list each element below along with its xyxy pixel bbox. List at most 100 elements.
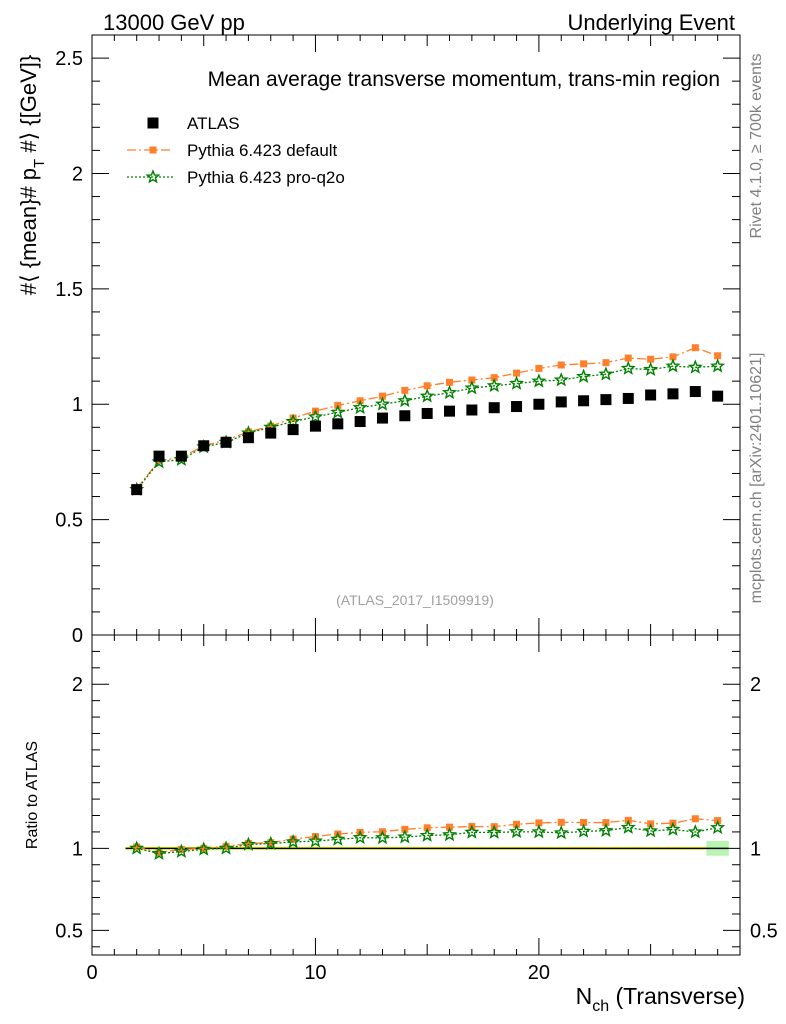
x-tick-label: 10 [304,962,326,984]
ratio-point-pythia-6-423-pro-q2o [620,819,636,834]
x-axis-label-main: N [576,983,593,1009]
data-point-atlas [645,389,657,401]
x-axis-label-sub: ch [592,998,609,1015]
data-point-atlas [242,432,254,444]
x-tick-label: 0 [86,962,97,984]
data-point-atlas [175,450,187,462]
ratio-point-pythia-6-423-pro-q2o [665,821,681,836]
ratio-point-pythia-6-423-pro-q2o [397,829,413,844]
y-tick-label: 0.5 [55,510,83,532]
ratio-point-pythia-6-423-default [557,818,565,826]
data-point-pythia-6-423-pro-q2o [441,384,458,400]
ratio-point-pythia-6-423-pro-q2o [330,831,346,846]
legend-label-atlas: ATLAS [187,114,240,133]
ratio-y-tick-label-right: 0.5 [750,920,778,942]
legend-label-pythia-6-423-pro-q2o: Pythia 6.423 pro-q2o [187,168,345,187]
ratio-point-pythia-6-423-default [535,819,543,827]
data-point-pythia-6-423-default [446,378,454,386]
ratio-point-pythia-6-423-pro-q2o [129,840,145,855]
data-point-pythia-6-423-default [669,353,677,361]
data-point-atlas [399,410,411,422]
data-point-pythia-6-423-pro-q2o [620,360,636,375]
data-point-atlas [511,401,523,413]
data-point-pythia-6-423-pro-q2o [330,404,346,419]
y-tick-label: 1 [72,394,83,416]
data-point-pythia-6-423-pro-q2o [486,377,502,393]
ratio-point-pythia-6-423-pro-q2o [531,823,547,839]
header-collision-label: 13000 GeV pp [103,10,245,35]
data-point-pythia-6-423-pro-q2o [464,380,480,395]
ratio-point-pythia-6-423-pro-q2o [352,829,368,845]
ratio-series-layer [129,815,726,861]
ratio-y-tick-label: 1 [72,838,83,860]
data-point-atlas [622,392,634,404]
legend-marker-pythia-6-423-default [149,146,157,154]
data-point-atlas [287,424,299,436]
data-point-pythia-6-423-pro-q2o [665,358,681,373]
main-axis-ticks: 0 0.5 1 1.5 2 2.5 [55,34,741,647]
ratio-point-pythia-6-423-pro-q2o [285,833,301,849]
series-line-pythia-6-423-default [136,347,718,489]
ratio-y-tick-label: 2 [72,674,83,696]
ratio-point-pythia-6-423-pro-q2o [441,826,458,842]
data-point-pythia-6-423-default [244,428,252,436]
legend-marker-atlas [147,117,159,129]
ratio-point-pythia-6-423-default [133,843,141,851]
data-point-pythia-6-423-default [468,376,476,384]
ratio-plot-frame [91,634,741,956]
data-point-atlas [488,402,500,414]
ratio-point-pythia-6-423-pro-q2o [151,845,167,861]
y-tick-label: 1.5 [55,279,83,301]
data-point-atlas [198,440,210,452]
y-tick-label: 0 [72,625,83,647]
ratio-point-pythia-6-423-pro-q2o [263,835,279,851]
rivet-version-label: Rivet 4.1.0, ≥ 700k events [748,54,765,239]
y-tick-label: 2.5 [55,48,83,70]
data-point-atlas [444,405,456,417]
y-axis-label-sub: T [31,159,48,168]
data-point-pythia-6-423-default [602,359,610,367]
x-axis-label: Nch (Transverse) [576,983,745,1015]
data-point-pythia-6-423-default [714,352,722,360]
data-point-pythia-6-423-default [557,361,565,369]
data-point-atlas [131,484,143,496]
legend-marker-pythia-6-423-pro-q2o [145,169,161,184]
ratio-point-pythia-6-423-pro-q2o [464,824,480,839]
mcplots-label: mcplots.cern.ch [arXiv:2401.10621] [748,353,765,604]
ratio-point-pythia-6-423-default [200,844,208,852]
ratio-point-pythia-6-423-pro-q2o [307,833,323,848]
y-axis-label-unit: #⟩ {[GeV]} [16,55,41,159]
data-point-pythia-6-423-default [378,392,386,400]
data-point-pythia-6-423-pro-q2o [352,399,368,415]
ratio-point-pythia-6-423-pro-q2o [240,836,256,851]
legend-label-pythia-6-423-default: Pythia 6.423 default [187,141,338,160]
data-point-atlas [712,390,724,402]
data-point-pythia-6-423-default [647,355,655,363]
data-point-atlas [153,450,165,462]
data-point-pythia-6-423-pro-q2o [643,361,659,377]
data-point-pythia-6-423-default [580,360,588,368]
y-tick-label: 2 [72,163,83,185]
data-point-pythia-6-423-pro-q2o [374,396,391,411]
ratio-point-pythia-6-423-pro-q2o [687,824,703,839]
data-point-atlas [332,418,344,430]
data-point-pythia-6-423-pro-q2o [553,372,569,387]
data-point-atlas [689,386,701,398]
data-point-pythia-6-423-default [401,386,409,394]
data-point-pythia-6-423-pro-q2o [576,368,592,383]
ratio-point-pythia-6-423-default [289,835,297,843]
data-point-pythia-6-423-default [490,374,498,382]
ratio-point-pythia-6-423-pro-q2o [218,840,234,855]
data-point-atlas [555,396,567,408]
data-point-atlas [220,436,232,448]
ratio-point-pythia-6-423-pro-q2o [173,843,189,858]
ratio-point-pythia-6-423-pro-q2o [553,824,569,840]
ratio-point-pythia-6-423-default [691,815,699,823]
data-point-atlas [309,420,321,432]
ratio-point-pythia-6-423-pro-q2o [598,822,614,838]
data-point-atlas [376,412,388,424]
data-point-atlas [600,394,612,406]
ratio-line-pythia-6-423-pro-q2o [136,826,718,855]
ratio-point-pythia-6-423-pro-q2o [710,819,726,835]
